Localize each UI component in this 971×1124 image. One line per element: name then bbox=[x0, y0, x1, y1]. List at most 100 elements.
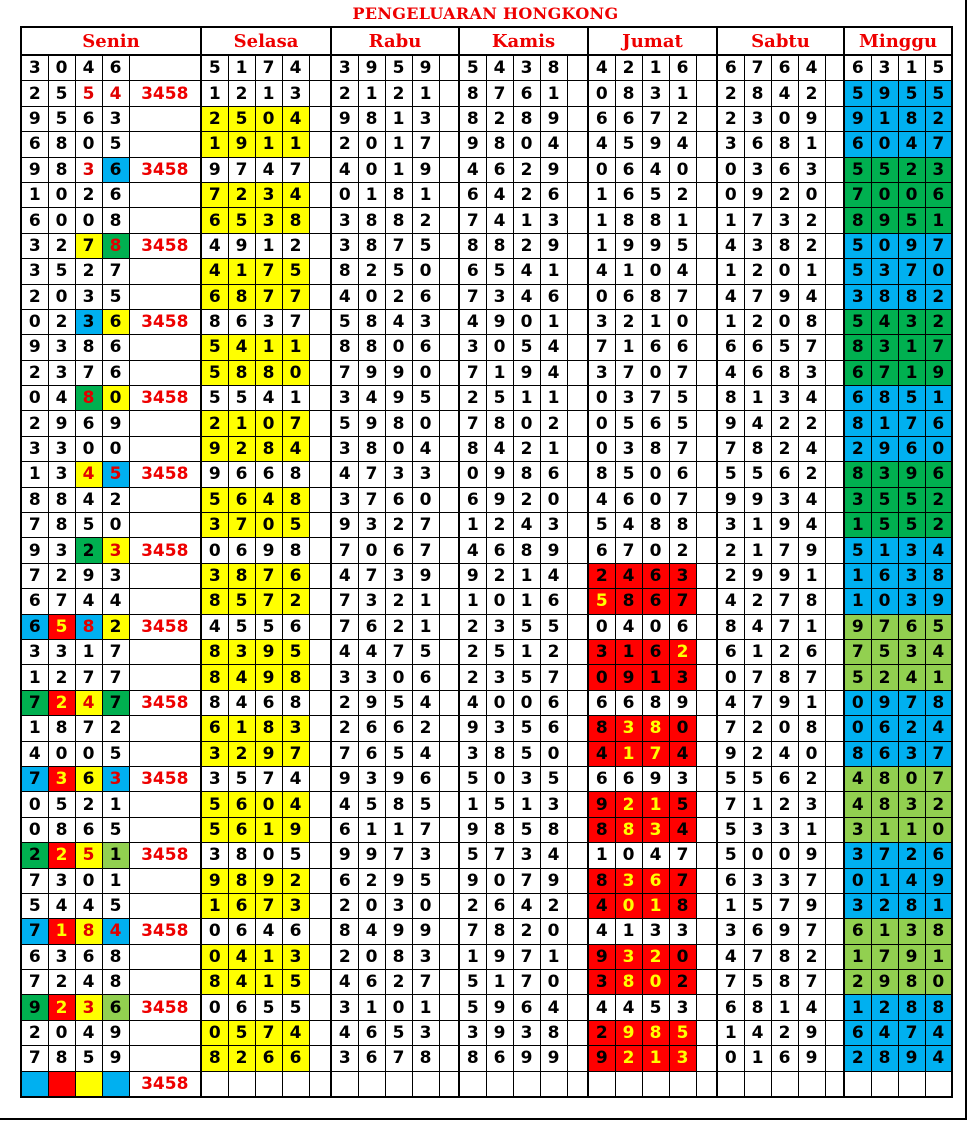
spacer-cell bbox=[695, 740, 718, 767]
digit-cell-minggu: 5 bbox=[924, 613, 953, 640]
digit-cell-jumat: 8 bbox=[587, 715, 616, 742]
spacer-cell bbox=[566, 715, 589, 742]
digit-cell-minggu: 4 bbox=[924, 537, 953, 564]
digit-cell-senin: 2 bbox=[20, 410, 49, 437]
digit-cell-rabu: 6 bbox=[411, 334, 440, 361]
digit-cell-minggu: 8 bbox=[924, 689, 953, 717]
digit-cell-kamis: 1 bbox=[485, 969, 514, 996]
digit-cell-rabu: 9 bbox=[384, 867, 413, 894]
digit-cell-rabu: 9 bbox=[384, 765, 413, 793]
digit-cell-senin: 7 bbox=[20, 765, 49, 793]
spacer-cell bbox=[695, 1019, 718, 1047]
digit-cell-jumat: 3 bbox=[641, 918, 670, 945]
digit-cell-selasa: 3 bbox=[254, 308, 283, 336]
digit-cell-rabu: 3 bbox=[411, 308, 440, 336]
digit-cell-senin: 7 bbox=[101, 689, 130, 717]
digit-cell-rabu bbox=[330, 1070, 359, 1098]
spacer-cell bbox=[438, 892, 460, 920]
digit-cell-rabu: 2 bbox=[384, 588, 413, 615]
spacer-cell bbox=[566, 1070, 589, 1098]
digit-cell-rabu: 4 bbox=[411, 435, 440, 463]
digit-cell-rabu: 6 bbox=[357, 715, 386, 742]
spacer-cell bbox=[824, 232, 845, 260]
digit-cell-selasa: 7 bbox=[227, 156, 256, 183]
digit-cell-senin: 8 bbox=[74, 918, 103, 945]
marker-3458: 3458 bbox=[128, 308, 202, 336]
digit-cell-rabu: 0 bbox=[411, 359, 440, 387]
spacer-cell bbox=[438, 1045, 460, 1072]
digit-cell-minggu: 5 bbox=[897, 486, 926, 514]
marker-3458 bbox=[128, 740, 202, 767]
digit-cell-kamis: 3 bbox=[485, 715, 514, 742]
digit-cell-senin: 7 bbox=[20, 1045, 49, 1072]
spacer-cell bbox=[438, 537, 460, 564]
digit-cell-selasa: 8 bbox=[200, 664, 229, 691]
marker-3458 bbox=[128, 283, 202, 310]
digit-cell-jumat: 8 bbox=[614, 80, 643, 107]
digit-cell-senin: 5 bbox=[101, 131, 130, 158]
digit-cell-senin: 2 bbox=[47, 232, 76, 260]
digit-cell-jumat: 9 bbox=[641, 131, 670, 158]
digit-cell-minggu: 9 bbox=[870, 969, 899, 996]
digit-cell-sabtu: 1 bbox=[797, 689, 826, 717]
digit-cell-senin: 2 bbox=[47, 689, 76, 717]
digit-cell-selasa: 4 bbox=[227, 969, 256, 996]
digit-cell-kamis: 1 bbox=[539, 385, 568, 412]
digit-cell-jumat: 6 bbox=[641, 334, 670, 361]
digit-cell-sabtu: 1 bbox=[743, 791, 772, 818]
digit-cell-rabu: 3 bbox=[330, 1045, 359, 1072]
digit-cell-jumat: 6 bbox=[641, 638, 670, 666]
digit-cell-rabu: 8 bbox=[357, 105, 386, 133]
digit-cell-kamis: 2 bbox=[458, 385, 487, 412]
digit-cell-kamis: 3 bbox=[485, 613, 514, 640]
digit-cell-selasa: 3 bbox=[200, 765, 229, 793]
digit-cell-sabtu: 2 bbox=[770, 1019, 799, 1047]
digit-cell-rabu: 8 bbox=[357, 334, 386, 361]
digit-cell-kamis: 5 bbox=[458, 969, 487, 996]
digit-cell-rabu: 8 bbox=[357, 435, 386, 463]
digit-cell-sabtu: 1 bbox=[797, 816, 826, 844]
digit-cell-kamis: 2 bbox=[485, 562, 514, 590]
digit-cell-kamis: 1 bbox=[512, 638, 541, 666]
digit-cell-jumat: 2 bbox=[668, 969, 697, 996]
digit-cell-senin: 0 bbox=[74, 131, 103, 158]
digit-cell-senin: 5 bbox=[101, 816, 130, 844]
digit-cell-jumat: 1 bbox=[614, 334, 643, 361]
digit-cell-senin: 7 bbox=[47, 588, 76, 615]
digit-cell-selasa: 4 bbox=[227, 334, 256, 361]
digit-cell-selasa: 2 bbox=[227, 181, 256, 209]
digit-cell-kamis: 1 bbox=[539, 80, 568, 107]
day-header-sabtu: Sabtu bbox=[716, 26, 845, 56]
digit-cell-kamis: 5 bbox=[458, 54, 487, 82]
digit-cell-rabu: 8 bbox=[330, 258, 359, 285]
digit-cell-rabu: 9 bbox=[357, 54, 386, 82]
digit-cell-selasa: 5 bbox=[281, 842, 310, 869]
digit-cell-kamis: 2 bbox=[458, 892, 487, 920]
digit-cell-kamis: 6 bbox=[539, 461, 568, 488]
digit-cell-senin: 6 bbox=[74, 816, 103, 844]
marker-3458 bbox=[128, 892, 202, 920]
spacer-cell bbox=[824, 435, 845, 463]
digit-cell-senin: 1 bbox=[47, 918, 76, 945]
digit-cell-rabu: 1 bbox=[384, 156, 413, 183]
digit-cell-rabu: 8 bbox=[384, 410, 413, 437]
digit-cell-jumat: 4 bbox=[614, 613, 643, 640]
digit-cell-sabtu: 2 bbox=[797, 232, 826, 260]
digit-cell-rabu: 2 bbox=[330, 715, 359, 742]
spacer-cell bbox=[566, 816, 589, 844]
digit-cell-jumat: 1 bbox=[614, 918, 643, 945]
digit-cell-senin: 4 bbox=[74, 892, 103, 920]
digit-cell-senin: 8 bbox=[101, 969, 130, 996]
digit-cell-minggu: 5 bbox=[924, 54, 953, 82]
digit-cell-rabu: 2 bbox=[357, 867, 386, 894]
digit-cell-sabtu: 7 bbox=[770, 892, 799, 920]
digit-cell-minggu: 4 bbox=[870, 1019, 899, 1047]
digit-cell-sabtu: 2 bbox=[716, 105, 745, 133]
digit-cell-minggu: 1 bbox=[843, 562, 872, 590]
digit-cell-kamis: 4 bbox=[458, 537, 487, 564]
spacer-cell bbox=[695, 54, 718, 82]
digit-cell-minggu: 4 bbox=[924, 715, 953, 742]
